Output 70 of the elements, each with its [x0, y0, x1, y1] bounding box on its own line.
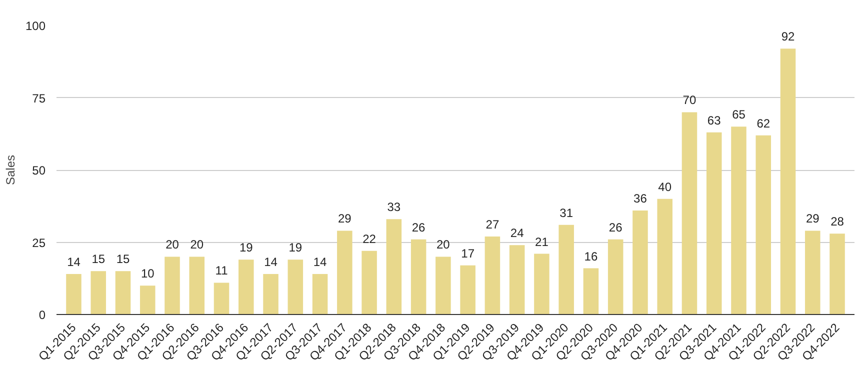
- bar: [731, 126, 746, 314]
- data-label: 28: [830, 214, 844, 229]
- data-label: 19: [239, 240, 254, 255]
- data-label: 16: [584, 249, 598, 264]
- data-label: 24: [510, 226, 524, 240]
- y-axis-title: Sales: [3, 154, 18, 186]
- data-label: 14: [313, 255, 328, 270]
- data-label: 33: [387, 200, 401, 214]
- bar: [312, 274, 328, 314]
- data-label: 29: [338, 212, 352, 226]
- bar: [632, 210, 648, 314]
- data-label: 70: [682, 93, 696, 108]
- bar: [756, 135, 772, 314]
- bar: [90, 271, 106, 314]
- data-label: 20: [190, 238, 204, 252]
- data-label: 26: [412, 220, 426, 234]
- bar: [608, 239, 624, 314]
- bar: [534, 254, 550, 314]
- bar: [362, 250, 377, 314]
- data-label: 92: [781, 30, 795, 44]
- y-tick-label: 25: [32, 236, 46, 250]
- bar: [164, 256, 180, 314]
- bar: [706, 132, 722, 314]
- bar: [780, 48, 796, 314]
- bar: [484, 236, 500, 314]
- bar: [583, 268, 599, 314]
- data-label: 19: [288, 240, 302, 255]
- data-label: 36: [634, 191, 648, 206]
- data-label: 29: [806, 212, 820, 226]
- bar: [386, 219, 402, 314]
- data-label: 14: [67, 255, 81, 270]
- bar: [804, 230, 820, 314]
- bar: [558, 224, 574, 314]
- data-label: 15: [116, 252, 130, 266]
- y-tick-label: 0: [38, 308, 46, 322]
- bar: [288, 260, 304, 314]
- bar: [337, 230, 352, 314]
- bar: [66, 274, 82, 314]
- data-label: 17: [461, 246, 475, 260]
- data-label: 63: [707, 113, 722, 128]
- data-label: 20: [166, 238, 180, 252]
- bar: [189, 256, 205, 314]
- bar: [214, 282, 230, 314]
- data-label: 15: [92, 252, 106, 266]
- bar: [509, 245, 525, 314]
- data-label: 14: [264, 255, 278, 270]
- data-label: 22: [362, 232, 376, 246]
- bar: [263, 274, 278, 314]
- data-label: 40: [658, 180, 672, 194]
- bar: [460, 265, 476, 314]
- data-label: 10: [140, 266, 155, 281]
- bar: [410, 239, 426, 314]
- bar: [657, 198, 672, 314]
- bar: [830, 234, 845, 314]
- bar: [682, 112, 698, 314]
- data-label: 11: [215, 264, 228, 278]
- bar: [436, 256, 451, 314]
- data-label: 21: [535, 234, 549, 249]
- data-label: 27: [486, 217, 500, 232]
- y-tick-label: 50: [32, 164, 46, 178]
- data-label: 26: [608, 220, 623, 234]
- y-tick-label: 100: [25, 19, 46, 33]
- data-label: 31: [560, 206, 574, 220]
- bar: [115, 271, 131, 314]
- data-label: 65: [732, 108, 746, 122]
- data-label: 62: [756, 116, 770, 130]
- y-tick-label: 75: [32, 91, 46, 106]
- bar: [140, 286, 156, 314]
- data-label: 20: [436, 238, 450, 252]
- bar: [238, 260, 254, 314]
